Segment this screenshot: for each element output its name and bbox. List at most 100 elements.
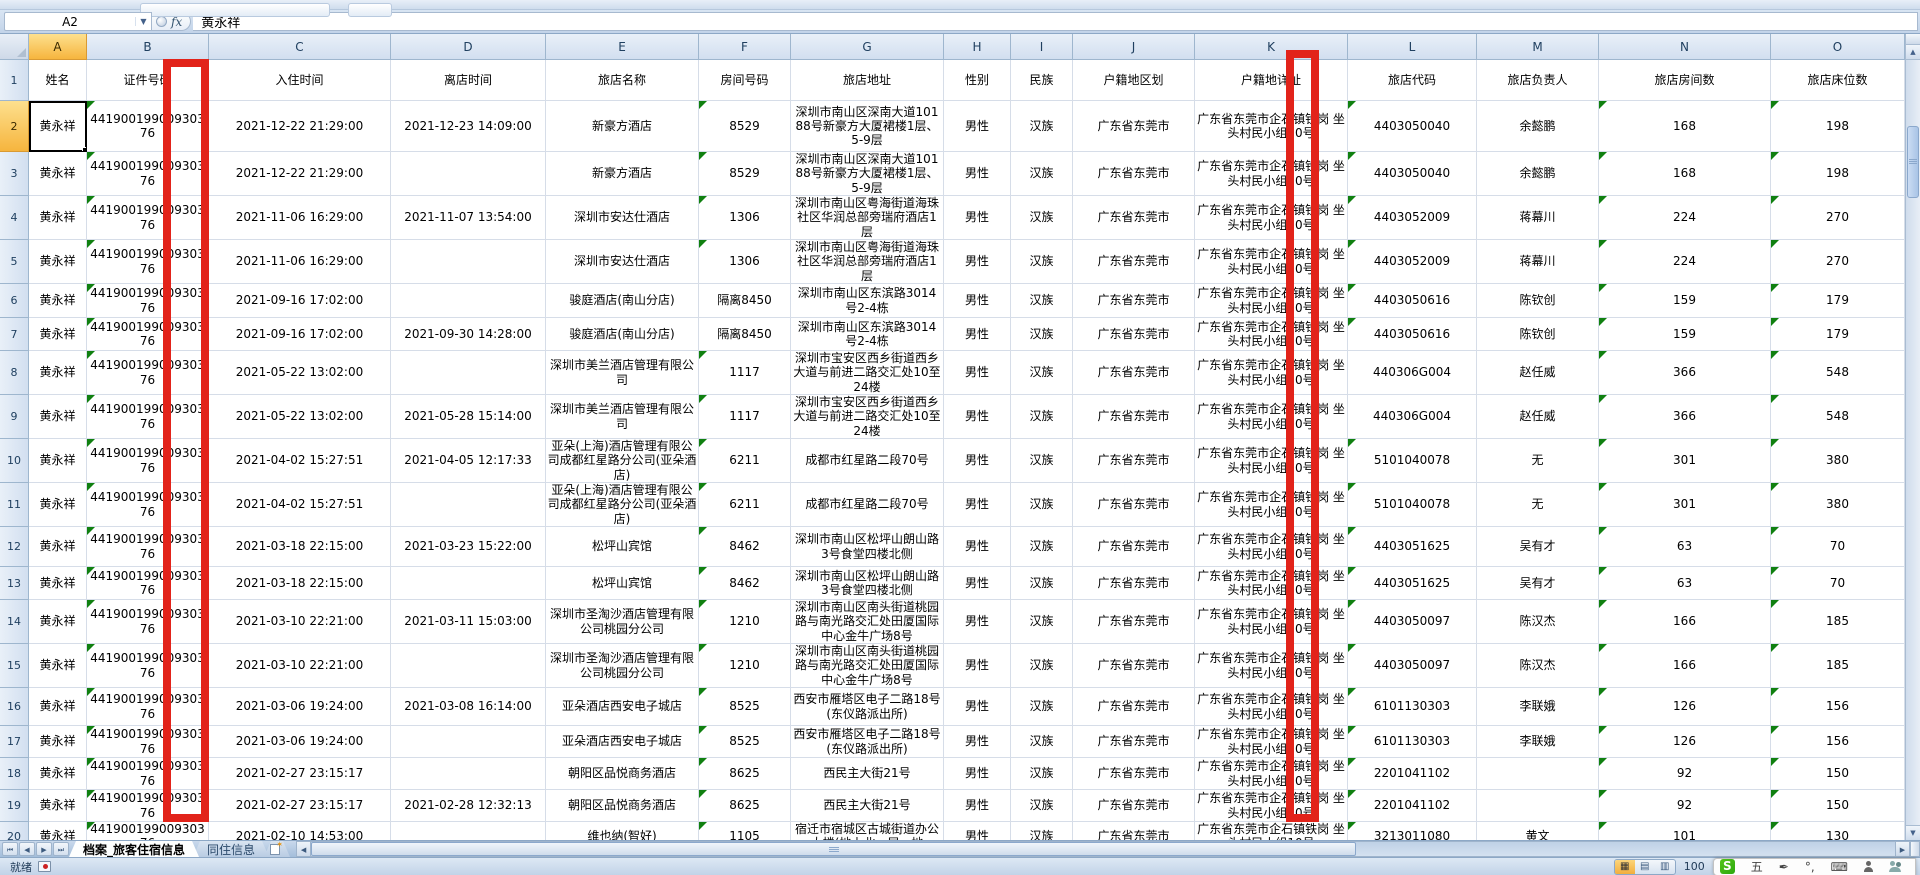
- col-header-L[interactable]: L: [1348, 34, 1477, 60]
- horizontal-scroll-track[interactable]: [311, 841, 1895, 857]
- cell-M11[interactable]: 无: [1477, 483, 1599, 527]
- page-layout-view-icon[interactable]: ▤: [1640, 860, 1650, 872]
- cell-O14[interactable]: 185: [1771, 600, 1905, 644]
- cell-G16[interactable]: 西安市雁塔区电子二路18号(东仪路派出所): [791, 688, 944, 726]
- cell-C19[interactable]: 2021-02-27 23:15:17: [209, 790, 391, 822]
- cell-L1[interactable]: 旅店代码: [1348, 60, 1477, 101]
- cell-K19[interactable]: 广东省东莞市企石镇铁岗 坐头村民小组10号: [1195, 790, 1348, 822]
- cell-D16[interactable]: 2021-03-08 16:14:00: [391, 688, 546, 726]
- cell-B1[interactable]: 证件号码: [87, 60, 209, 101]
- cell-M10[interactable]: 无: [1477, 439, 1599, 483]
- cell-I10[interactable]: 汉族: [1011, 439, 1073, 483]
- cell-H14[interactable]: 男性: [944, 600, 1011, 644]
- macro-record-icon[interactable]: [38, 861, 51, 872]
- cell-N12[interactable]: 63: [1599, 527, 1771, 567]
- cell-N20[interactable]: 101: [1599, 822, 1771, 840]
- cell-J9[interactable]: 广东省东莞市: [1073, 395, 1195, 439]
- ime-logo-icon[interactable]: S: [1719, 859, 1735, 874]
- cell-B18[interactable]: 44190019900930376: [87, 758, 209, 790]
- cell-G17[interactable]: 西安市雁塔区电子二路18号(东仪路派出所): [791, 726, 944, 758]
- cell-B6[interactable]: 44190019900930376: [87, 284, 209, 318]
- cell-F2[interactable]: 8529: [699, 101, 791, 152]
- cell-H13[interactable]: 男性: [944, 567, 1011, 600]
- cell-B3[interactable]: 44190019900930376: [87, 152, 209, 196]
- cell-O11[interactable]: 380: [1771, 483, 1905, 527]
- cell-E17[interactable]: 亚朵酒店西安电子城店: [546, 726, 699, 758]
- cell-G14[interactable]: 深圳市南山区南头街道桃园路与南光路交汇处田厦国际中心金牛广场8号: [791, 600, 944, 644]
- cell-K5[interactable]: 广东省东莞市企石镇铁岗 坐头村民小组10号: [1195, 240, 1348, 284]
- cell-M1[interactable]: 旅店负责人: [1477, 60, 1599, 101]
- cell-C13[interactable]: 2021-03-18 22:15:00: [209, 567, 391, 600]
- cell-A1[interactable]: 姓名: [29, 60, 87, 101]
- horizontal-scrollbar[interactable]: ◀ ▶: [296, 841, 1920, 857]
- cell-G3[interactable]: 深圳市南山区深南大道10188号新豪方大厦裙楼1层、5-9层: [791, 152, 944, 196]
- cell-M8[interactable]: 赵任威: [1477, 351, 1599, 395]
- cell-N8[interactable]: 366: [1599, 351, 1771, 395]
- cell-C2[interactable]: 2021-12-22 21:29:00: [209, 101, 391, 152]
- cell-L11[interactable]: 5101040078: [1348, 483, 1477, 527]
- cell-J17[interactable]: 广东省东莞市: [1073, 726, 1195, 758]
- cell-D9[interactable]: 2021-05-28 15:14:00: [391, 395, 546, 439]
- cell-O3[interactable]: 198: [1771, 152, 1905, 196]
- cell-H3[interactable]: 男性: [944, 152, 1011, 196]
- cell-A19[interactable]: 黄永祥: [29, 790, 87, 822]
- cell-A14[interactable]: 黄永祥: [29, 600, 87, 644]
- cell-A8[interactable]: 黄永祥: [29, 351, 87, 395]
- cell-H19[interactable]: 男性: [944, 790, 1011, 822]
- cell-O18[interactable]: 150: [1771, 758, 1905, 790]
- cell-I11[interactable]: 汉族: [1011, 483, 1073, 527]
- col-header-A[interactable]: A: [29, 34, 87, 60]
- col-header-G[interactable]: G: [791, 34, 944, 60]
- cell-M6[interactable]: 陈钦创: [1477, 284, 1599, 318]
- cell-F1[interactable]: 房间号码: [699, 60, 791, 101]
- cell-J10[interactable]: 广东省东莞市: [1073, 439, 1195, 483]
- cell-C12[interactable]: 2021-03-18 22:15:00: [209, 527, 391, 567]
- cell-M12[interactable]: 吴有才: [1477, 527, 1599, 567]
- cell-O10[interactable]: 380: [1771, 439, 1905, 483]
- cell-E20[interactable]: 维也纳(智好): [546, 822, 699, 840]
- cell-E2[interactable]: 新豪方酒店: [546, 101, 699, 152]
- cell-C4[interactable]: 2021-11-06 16:29:00: [209, 196, 391, 240]
- cell-J2[interactable]: 广东省东莞市: [1073, 101, 1195, 152]
- cell-M3[interactable]: 余懿鹏: [1477, 152, 1599, 196]
- cell-G1[interactable]: 旅店地址: [791, 60, 944, 101]
- cell-I7[interactable]: 汉族: [1011, 318, 1073, 351]
- cell-A2[interactable]: 黄永祥: [29, 101, 87, 152]
- cell-C7[interactable]: 2021-09-16 17:02:00: [209, 318, 391, 351]
- cell-K20[interactable]: 广东省东莞市企石镇铁岗 坐头村民小组10号: [1195, 822, 1348, 840]
- cell-O9[interactable]: 548: [1771, 395, 1905, 439]
- cell-F18[interactable]: 8625: [699, 758, 791, 790]
- cell-H18[interactable]: 男性: [944, 758, 1011, 790]
- row-header-4[interactable]: 4: [0, 196, 29, 240]
- cell-M17[interactable]: 李联娥: [1477, 726, 1599, 758]
- cell-B8[interactable]: 44190019900930376: [87, 351, 209, 395]
- cell-N9[interactable]: 366: [1599, 395, 1771, 439]
- row-header-5[interactable]: 5: [0, 240, 29, 284]
- cell-L16[interactable]: 6101130303: [1348, 688, 1477, 726]
- cell-G19[interactable]: 西民主大街21号: [791, 790, 944, 822]
- cell-B16[interactable]: 44190019900930376: [87, 688, 209, 726]
- cell-L17[interactable]: 6101130303: [1348, 726, 1477, 758]
- cell-M20[interactable]: 黄文: [1477, 822, 1599, 840]
- scroll-right-icon[interactable]: ▶: [1895, 841, 1910, 857]
- cell-H7[interactable]: 男性: [944, 318, 1011, 351]
- ime-wubi-icon[interactable]: 五: [1750, 859, 1763, 874]
- cell-G5[interactable]: 深圳市南山区粤海街道海珠社区华润总部旁瑞府酒店1层: [791, 240, 944, 284]
- cell-A5[interactable]: 黄永祥: [29, 240, 87, 284]
- cell-D14[interactable]: 2021-03-11 15:03:00: [391, 600, 546, 644]
- cell-E8[interactable]: 深圳市美兰酒店管理有限公司: [546, 351, 699, 395]
- cell-J18[interactable]: 广东省东莞市: [1073, 758, 1195, 790]
- cell-I17[interactable]: 汉族: [1011, 726, 1073, 758]
- cell-K1[interactable]: 户籍地详址: [1195, 60, 1348, 101]
- scroll-up-icon[interactable]: ▲: [1906, 45, 1920, 60]
- cell-D20[interactable]: [391, 822, 546, 840]
- cell-O20[interactable]: 130: [1771, 822, 1905, 840]
- cell-K4[interactable]: 广东省东莞市企石镇铁岗 坐头村民小组10号: [1195, 196, 1348, 240]
- cell-E3[interactable]: 新豪方酒店: [546, 152, 699, 196]
- cell-K18[interactable]: 广东省东莞市企石镇铁岗 坐头村民小组10号: [1195, 758, 1348, 790]
- cell-I12[interactable]: 汉族: [1011, 527, 1073, 567]
- cell-J13[interactable]: 广东省东莞市: [1073, 567, 1195, 600]
- cell-J11[interactable]: 广东省东莞市: [1073, 483, 1195, 527]
- cell-O19[interactable]: 150: [1771, 790, 1905, 822]
- cell-N4[interactable]: 224: [1599, 196, 1771, 240]
